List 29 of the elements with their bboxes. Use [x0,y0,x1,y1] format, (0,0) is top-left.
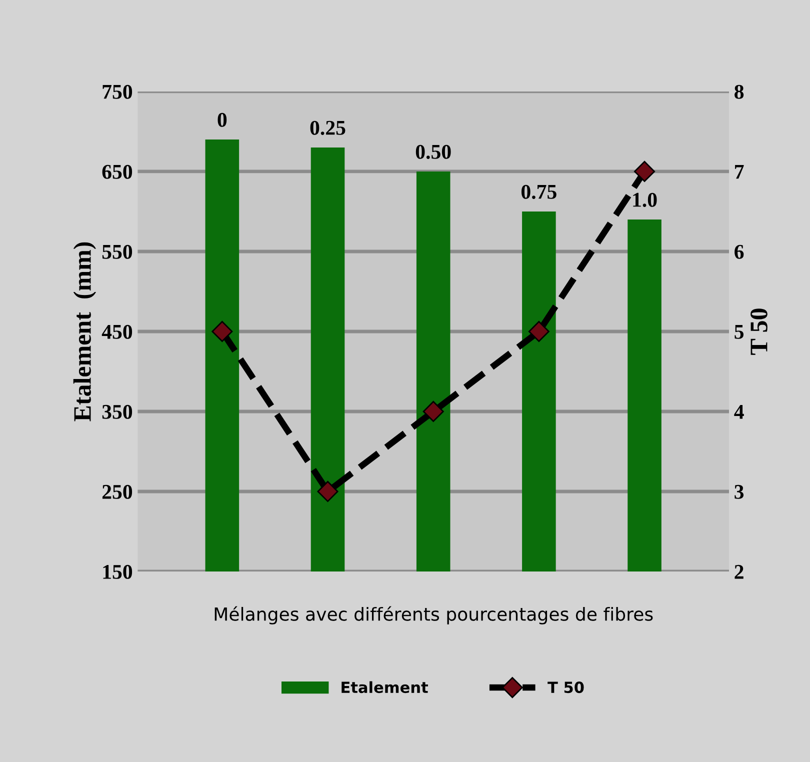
y-axis-title: Etalement (mm) [73,242,96,422]
y-tick-label: 650 [102,164,132,179]
x-tick-label: 1.0 [633,192,657,207]
y-tick-label: 350 [102,404,132,419]
x-axis-title: Mélanges avec différents pourcentages de fibres [214,606,653,624]
y2-tick-label: 5 [734,325,744,339]
point [317,480,338,502]
point [212,320,233,342]
y2-tick-label: 3 [734,484,744,499]
legend-label: Etalement [342,681,428,694]
x-tick-label: 0.25 [310,120,346,135]
y2-tick-label: 6 [734,244,744,259]
y-tick-label: 450 [102,324,132,339]
y2-tick-label: 4 [734,404,744,419]
x-tick-label: 0.75 [522,184,556,199]
y2-tick-label: 7 [735,165,744,179]
point [634,160,656,182]
x-tick-label: 0 [218,112,227,127]
point [528,320,550,342]
y-tick-label: 750 [102,84,132,99]
x-tick-label: 0.50 [416,144,451,159]
point [422,400,444,422]
y-tick-label: 250 [102,484,132,499]
y2-tick-label: 8 [734,84,744,99]
y2-tick-label: 2 [734,564,744,579]
y-tick-label: 550 [102,244,132,259]
legend-label: T 50 [548,682,584,694]
y-tick-label: 150 [103,564,132,579]
y2-axis-title: T 50 [750,308,768,355]
